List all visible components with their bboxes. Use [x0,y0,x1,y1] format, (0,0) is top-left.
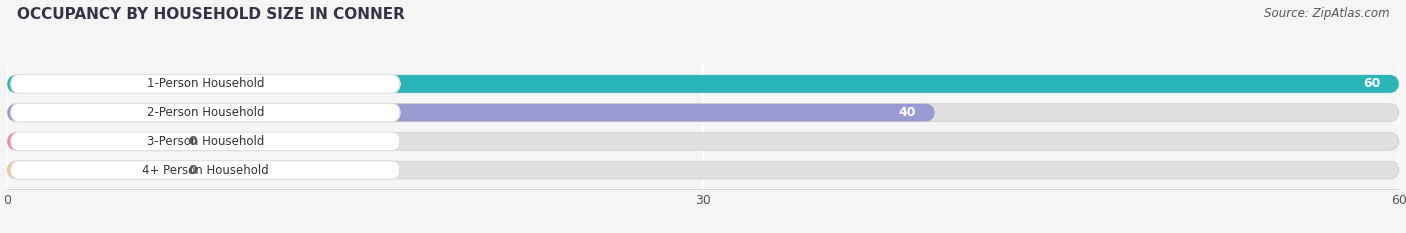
FancyBboxPatch shape [7,132,170,150]
FancyBboxPatch shape [10,161,401,179]
Text: 60: 60 [1362,77,1381,90]
Text: 1-Person Household: 1-Person Household [146,77,264,90]
FancyBboxPatch shape [10,75,401,93]
Text: OCCUPANCY BY HOUSEHOLD SIZE IN CONNER: OCCUPANCY BY HOUSEHOLD SIZE IN CONNER [17,7,405,22]
Text: 0: 0 [188,135,197,148]
Text: 4+ Person Household: 4+ Person Household [142,164,269,177]
FancyBboxPatch shape [7,132,1399,150]
FancyBboxPatch shape [10,132,401,151]
FancyBboxPatch shape [7,104,1399,122]
Text: 40: 40 [898,106,917,119]
Text: Source: ZipAtlas.com: Source: ZipAtlas.com [1264,7,1389,20]
FancyBboxPatch shape [7,75,1399,93]
FancyBboxPatch shape [10,103,401,122]
FancyBboxPatch shape [7,104,935,122]
Text: 0: 0 [188,164,197,177]
Text: 2-Person Household: 2-Person Household [146,106,264,119]
Text: 3-Person Household: 3-Person Household [146,135,264,148]
FancyBboxPatch shape [7,161,170,179]
FancyBboxPatch shape [7,161,1399,179]
FancyBboxPatch shape [7,75,1399,93]
